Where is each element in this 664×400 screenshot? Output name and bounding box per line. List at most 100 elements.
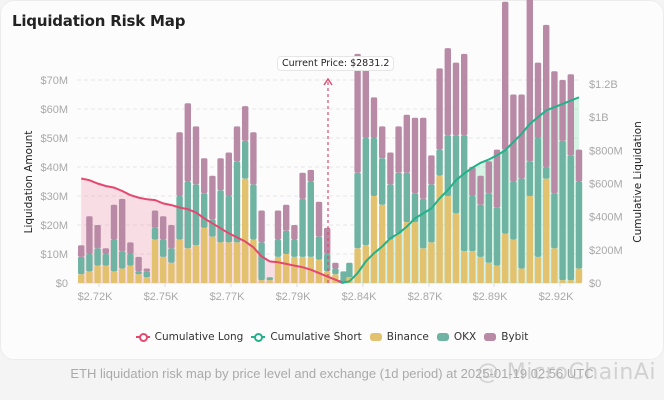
long-bar-okx bbox=[233, 161, 241, 243]
long-bar-okx bbox=[151, 227, 159, 240]
short-bar-okx bbox=[485, 193, 492, 263]
long-bar-okx bbox=[283, 230, 290, 254]
y2-tick-label: $400M bbox=[589, 212, 623, 224]
swatch-icon bbox=[484, 333, 497, 341]
long-bar-binance bbox=[94, 265, 101, 283]
x-tick-label: $2.89K bbox=[473, 291, 509, 303]
long-bar-okx bbox=[176, 196, 183, 240]
legend-item[interactable]: Cumulative Short bbox=[251, 331, 362, 343]
short-bar-binance bbox=[354, 248, 361, 283]
y-tick-label: $30M bbox=[40, 191, 68, 203]
long-bar-bybit bbox=[184, 103, 191, 182]
long-bar-okx bbox=[307, 181, 314, 257]
long-bar-binance bbox=[242, 178, 249, 283]
short-bar-okx bbox=[567, 155, 574, 281]
long-bar-bybit bbox=[209, 175, 216, 220]
short-bar-binance bbox=[411, 222, 419, 283]
short-bar-bybit bbox=[518, 94, 525, 179]
short-bar-binance bbox=[518, 268, 525, 283]
short-bar-binance bbox=[485, 262, 492, 283]
long-bar-bybit bbox=[217, 158, 224, 191]
short-bar-binance bbox=[567, 280, 574, 283]
short-bar-binance bbox=[461, 251, 468, 283]
legend-item[interactable]: Binance bbox=[369, 331, 429, 343]
short-bar-okx bbox=[452, 135, 460, 214]
long-bar-binance bbox=[291, 256, 298, 283]
short-bar-okx bbox=[510, 181, 517, 240]
legend-item[interactable]: Cumulative Long bbox=[135, 331, 243, 343]
short-bar-okx bbox=[428, 184, 435, 243]
y2-tick-label: $800M bbox=[589, 145, 623, 157]
long-bar-okx bbox=[102, 254, 109, 266]
long-bar-bybit bbox=[201, 158, 208, 194]
short-bar-bybit bbox=[485, 161, 492, 194]
short-bar-binance bbox=[444, 196, 451, 283]
short-bar-binance bbox=[469, 251, 476, 283]
long-bar-okx bbox=[250, 184, 257, 240]
long-bar-bybit bbox=[160, 216, 167, 240]
watermark: @ MicroChainAi bbox=[476, 360, 656, 385]
long-bar-bybit bbox=[291, 225, 298, 240]
long-bar-binance bbox=[176, 239, 183, 283]
long-bar-binance bbox=[233, 242, 241, 283]
x-tick-label: $2.84K bbox=[342, 291, 378, 303]
long-bar-binance bbox=[225, 242, 232, 283]
short-bar-binance bbox=[534, 256, 542, 283]
short-bar-okx bbox=[551, 193, 558, 249]
long-bar-okx bbox=[258, 242, 265, 281]
long-bar-bybit bbox=[274, 210, 282, 240]
legend-label: Cumulative Short bbox=[270, 331, 362, 343]
long-bar-okx bbox=[266, 277, 273, 281]
long-bar-binance bbox=[217, 242, 224, 283]
long-bar-bybit bbox=[127, 242, 134, 254]
long-bar-bybit bbox=[315, 201, 323, 237]
short-bar-bybit bbox=[428, 155, 435, 185]
short-bar-binance bbox=[420, 248, 427, 283]
short-bar-okx bbox=[395, 172, 402, 234]
long-bar-binance bbox=[102, 265, 109, 283]
long-bar-okx bbox=[299, 198, 306, 257]
y-tick-label: $20M bbox=[40, 220, 68, 232]
long-bar-okx bbox=[86, 254, 93, 272]
short-bar-binance bbox=[403, 222, 410, 283]
long-bar-okx bbox=[184, 181, 191, 249]
short-bar-okx bbox=[543, 167, 550, 179]
legend-label: Bybit bbox=[501, 331, 529, 343]
legend-item[interactable]: OKX bbox=[436, 331, 476, 343]
cumulative-short-line bbox=[340, 96, 580, 284]
short-bar-bybit bbox=[395, 126, 402, 173]
short-bar-binance bbox=[575, 268, 583, 283]
short-bar-bybit bbox=[575, 149, 583, 182]
x-tick-label: $2.87K bbox=[408, 291, 444, 303]
swatch-icon bbox=[369, 333, 382, 341]
long-bar-binance bbox=[184, 248, 191, 283]
y-tick-label: $40M bbox=[40, 162, 68, 174]
long-bar-binance bbox=[299, 256, 306, 283]
legend-item[interactable]: Bybit bbox=[484, 331, 528, 343]
long-bar-bybit bbox=[176, 132, 183, 196]
long-bar-bybit bbox=[94, 225, 101, 249]
long-bar-okx bbox=[291, 239, 298, 257]
short-bar-bybit bbox=[403, 114, 410, 173]
long-bar-bybit bbox=[283, 204, 290, 231]
long-bar-binance bbox=[201, 227, 208, 283]
long-bar-binance bbox=[127, 265, 134, 283]
short-bar-okx bbox=[346, 262, 353, 278]
long-bar-binance bbox=[258, 280, 265, 283]
cumulative-lines bbox=[80, 96, 580, 284]
long-bar-binance bbox=[86, 271, 93, 283]
long-bar-binance bbox=[274, 256, 282, 283]
y-tick-label: $50M bbox=[40, 133, 68, 145]
legend-label: Binance bbox=[386, 331, 429, 343]
short-bar-okx bbox=[403, 172, 410, 223]
short-bar-bybit bbox=[411, 117, 419, 194]
short-bar-bybit bbox=[502, 1, 509, 150]
current-price-label: Current Price: $2831.2 bbox=[277, 56, 395, 71]
long-bar-bybit bbox=[242, 106, 249, 141]
short-bar-bybit bbox=[452, 62, 460, 136]
current-price-arrow-icon bbox=[323, 77, 333, 86]
long-bar-okx bbox=[168, 248, 175, 263]
long-bar-okx bbox=[119, 251, 126, 269]
y-axis-right: $0 $200M $400M $600M $800M $1B $1.2B bbox=[589, 79, 623, 290]
